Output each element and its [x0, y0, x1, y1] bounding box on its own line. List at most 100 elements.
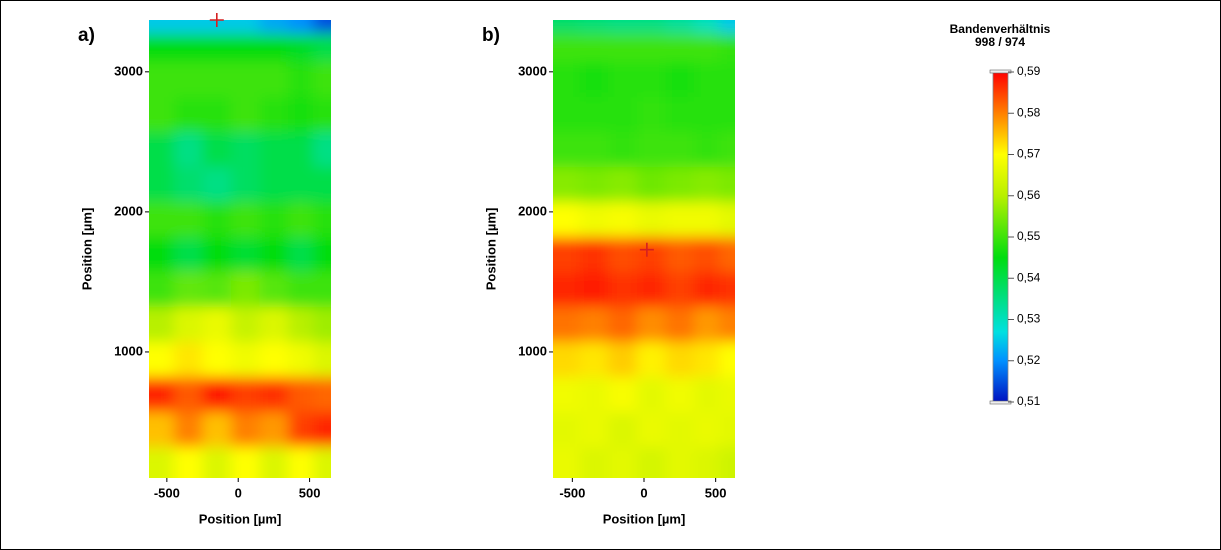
heat-cell — [202, 411, 232, 447]
heat-cell — [259, 341, 289, 377]
heat-cell — [259, 20, 289, 34]
heat-cell — [313, 341, 331, 377]
colorbar-tick-label: 0,51 — [1017, 394, 1041, 408]
heat-cell — [259, 201, 289, 237]
y-axis-label: Position [µm] — [79, 208, 94, 291]
heat-cell — [149, 96, 175, 132]
heat-cell — [579, 61, 609, 97]
heat-cell — [259, 271, 289, 307]
heat-cell — [608, 411, 638, 447]
heat-cell — [608, 376, 638, 412]
heatmap-clip — [553, 20, 735, 478]
heat-cell — [665, 131, 695, 167]
heat-cell — [636, 20, 666, 34]
heat-cell — [694, 341, 720, 377]
heat-cell — [173, 131, 204, 167]
colorbar-tick-label: 0,58 — [1017, 105, 1041, 119]
heat-cell — [719, 61, 735, 97]
heat-cell — [313, 271, 331, 307]
heat-cell — [553, 33, 581, 62]
heat-cell — [579, 306, 609, 342]
heat-cell — [259, 96, 289, 132]
heat-cell — [231, 271, 261, 307]
heat-cell — [665, 166, 695, 202]
heat-cell — [636, 411, 666, 447]
colorbar-title: Bandenverhältnis — [950, 22, 1051, 36]
heat-cell — [202, 166, 232, 202]
heat-cell — [288, 61, 314, 97]
heat-cell — [259, 131, 289, 167]
heat-cell — [719, 20, 735, 34]
heat-cell — [553, 20, 581, 34]
heat-cell — [694, 131, 720, 167]
heat-cell — [202, 236, 232, 272]
heat-cell — [313, 33, 331, 62]
x-axis-label: Position [µm] — [603, 511, 686, 526]
heat-cell — [719, 131, 735, 167]
heat-cell — [608, 446, 638, 478]
heat-cell — [553, 61, 581, 97]
heat-cell — [288, 166, 314, 202]
heat-cell — [202, 271, 232, 307]
heat-cell — [553, 411, 581, 447]
heat-cell — [719, 201, 735, 237]
heat-cell — [288, 131, 314, 167]
heat-cell — [149, 131, 175, 167]
heat-cell — [608, 341, 638, 377]
heat-cell — [149, 341, 175, 377]
heat-cell — [665, 306, 695, 342]
heat-cell — [173, 166, 204, 202]
heat-cell — [231, 411, 261, 447]
heat-cell — [608, 33, 638, 62]
heat-cell — [719, 306, 735, 342]
heat-cell — [288, 376, 314, 412]
heat-cell — [288, 96, 314, 132]
heat-cell — [579, 131, 609, 167]
heat-cell — [636, 201, 666, 237]
heat-cell — [149, 271, 175, 307]
heat-cell — [231, 96, 261, 132]
heat-cell — [202, 376, 232, 412]
heat-cell — [173, 376, 204, 412]
heat-cell — [553, 166, 581, 202]
heat-cell — [553, 131, 581, 167]
heat-cell — [202, 33, 232, 62]
heat-cell — [553, 236, 581, 272]
heat-cell — [665, 201, 695, 237]
heat-cell — [313, 131, 331, 167]
heat-cell — [579, 166, 609, 202]
colorbar-tick-label: 0,52 — [1017, 353, 1041, 367]
heat-cell — [608, 306, 638, 342]
heat-cell — [313, 446, 331, 478]
heat-cell — [231, 166, 261, 202]
heat-cell — [636, 446, 666, 478]
x-tick-label: 0 — [640, 485, 647, 500]
marker — [639, 242, 654, 257]
colorbar-title: 998 / 974 — [975, 35, 1025, 49]
heat-cell — [173, 20, 204, 34]
heat-cell — [313, 20, 331, 34]
heat-cell — [665, 236, 695, 272]
heat-cell — [173, 201, 204, 237]
heat-cell — [259, 166, 289, 202]
heat-cell — [694, 201, 720, 237]
x-tick-label: 500 — [705, 485, 727, 500]
heat-cell — [636, 271, 666, 307]
y-tick-label: 2000 — [518, 203, 547, 218]
heat-cell — [313, 61, 331, 97]
heat-cell — [553, 271, 581, 307]
heat-cell — [553, 376, 581, 412]
y-axis-label: Position [µm] — [483, 208, 498, 291]
heat-cell — [636, 236, 666, 272]
heat-cell — [636, 341, 666, 377]
heat-cell — [202, 131, 232, 167]
heat-cell — [636, 131, 666, 167]
heatmap-clip — [149, 20, 331, 478]
heat-cell — [579, 20, 609, 34]
heat-cell — [719, 376, 735, 412]
colorbar-cap — [989, 69, 1012, 74]
heat-cell — [636, 306, 666, 342]
heat-cell — [694, 236, 720, 272]
heat-cell — [202, 306, 232, 342]
heat-cell — [608, 131, 638, 167]
